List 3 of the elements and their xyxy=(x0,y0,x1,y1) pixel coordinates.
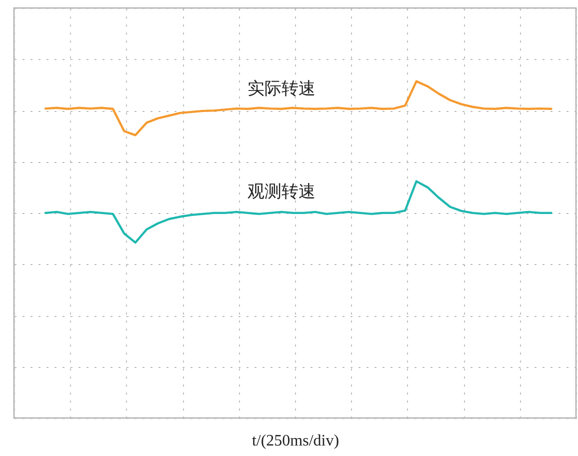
series-label: 观测转速 xyxy=(248,182,316,201)
series-label: 实际转速 xyxy=(248,78,316,98)
x-axis-title: t/(250ms/div) xyxy=(252,432,340,450)
